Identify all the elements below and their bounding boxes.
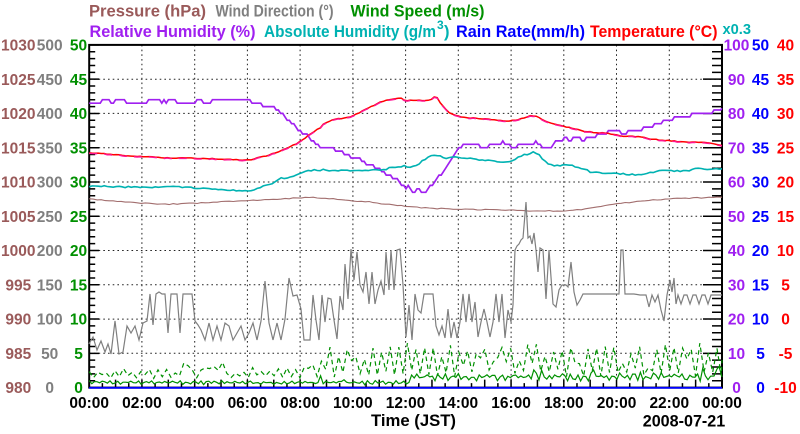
svg-text:45: 45	[752, 72, 770, 89]
svg-text:1015: 1015	[1, 140, 36, 157]
svg-text:20: 20	[777, 175, 794, 192]
svg-text:0: 0	[756, 380, 765, 397]
svg-text:Wind Direction (°): Wind Direction (°)	[216, 2, 334, 20]
svg-text:Relative Humidity (%): Relative Humidity (%)	[90, 23, 256, 41]
svg-text:20: 20	[728, 312, 745, 329]
svg-text:35: 35	[70, 140, 88, 157]
svg-text:0: 0	[732, 380, 741, 397]
svg-text:5: 5	[756, 346, 765, 363]
svg-text:50: 50	[70, 38, 87, 55]
svg-text:40: 40	[728, 243, 745, 260]
svg-text:1020: 1020	[1, 106, 35, 123]
svg-text:1010: 1010	[1, 175, 35, 192]
svg-text:10: 10	[728, 346, 745, 363]
svg-text:0: 0	[74, 380, 83, 397]
svg-text:5: 5	[781, 277, 790, 294]
svg-text:10: 10	[777, 243, 794, 260]
svg-text:500: 500	[37, 38, 63, 55]
svg-text:30: 30	[70, 175, 87, 192]
svg-text:Pressure (hPa): Pressure (hPa)	[89, 2, 206, 20]
svg-text:50: 50	[728, 209, 745, 226]
svg-text:00:00: 00:00	[69, 395, 109, 412]
svg-text:50: 50	[41, 346, 58, 363]
svg-text:980: 980	[5, 380, 31, 397]
svg-text:35: 35	[777, 72, 795, 89]
svg-text:08:00: 08:00	[280, 395, 320, 412]
svg-text:100: 100	[724, 38, 750, 55]
svg-text:1000: 1000	[1, 243, 35, 260]
svg-text:250: 250	[37, 209, 63, 226]
svg-text:Wind Speed (m/s): Wind Speed (m/s)	[351, 2, 485, 20]
svg-text:-5: -5	[779, 346, 793, 363]
svg-text:12:00: 12:00	[386, 395, 426, 412]
svg-text:100: 100	[37, 312, 63, 329]
svg-text:22:00: 22:00	[649, 395, 689, 412]
svg-text:45: 45	[70, 72, 88, 89]
svg-text:3: 3	[437, 18, 444, 32]
svg-text:300: 300	[37, 175, 63, 192]
svg-text:150: 150	[37, 277, 63, 294]
svg-text:90: 90	[728, 72, 745, 89]
svg-text:20:00: 20:00	[597, 395, 637, 412]
svg-text:40: 40	[70, 106, 87, 123]
svg-text:450: 450	[37, 72, 63, 89]
svg-text:02:00: 02:00	[122, 395, 162, 412]
svg-text:04:00: 04:00	[175, 395, 215, 412]
svg-text:Absolute Humidity (g/m: Absolute Humidity (g/m	[264, 23, 436, 41]
svg-text:x0.3: x0.3	[723, 21, 752, 38]
svg-text:10: 10	[752, 312, 769, 329]
svg-text:06:00: 06:00	[228, 395, 268, 412]
svg-text:60: 60	[728, 175, 745, 192]
svg-text:10: 10	[70, 312, 87, 329]
svg-text:00:00: 00:00	[702, 395, 742, 412]
svg-text:10:00: 10:00	[333, 395, 373, 412]
svg-text:1030: 1030	[1, 38, 35, 55]
svg-text:20: 20	[752, 243, 769, 260]
svg-text:25: 25	[752, 209, 770, 226]
svg-text:25: 25	[777, 140, 795, 157]
svg-text:1025: 1025	[1, 72, 36, 89]
svg-text:15: 15	[777, 209, 795, 226]
svg-text:30: 30	[777, 106, 794, 123]
svg-text:2008-07-21: 2008-07-21	[643, 413, 726, 431]
svg-text:30: 30	[752, 175, 769, 192]
svg-text:35: 35	[752, 140, 770, 157]
svg-text:990: 990	[5, 312, 31, 329]
svg-text:30: 30	[728, 277, 745, 294]
svg-text:Rain Rate(mm/h): Rain Rate(mm/h)	[456, 23, 585, 41]
svg-text:200: 200	[37, 243, 63, 260]
svg-text:25: 25	[70, 209, 88, 226]
svg-text:50: 50	[752, 38, 769, 55]
svg-text:): )	[444, 23, 450, 41]
svg-text:Time (JST): Time (JST)	[371, 411, 456, 430]
svg-text:350: 350	[37, 140, 63, 157]
svg-text:18:00: 18:00	[544, 395, 584, 412]
svg-text:1005: 1005	[1, 209, 36, 226]
svg-text:14:00: 14:00	[439, 395, 479, 412]
svg-text:80: 80	[728, 106, 745, 123]
svg-text:40: 40	[777, 38, 794, 55]
svg-text:0: 0	[45, 380, 54, 397]
svg-text:995: 995	[5, 277, 31, 294]
svg-text:-10: -10	[774, 380, 796, 397]
svg-text:985: 985	[5, 346, 31, 363]
svg-text:16:00: 16:00	[491, 395, 531, 412]
svg-text:20: 20	[70, 243, 87, 260]
svg-text:400: 400	[37, 106, 63, 123]
svg-text:40: 40	[752, 106, 769, 123]
svg-text:5: 5	[74, 346, 83, 363]
svg-text:Temperature (°C): Temperature (°C)	[590, 23, 718, 41]
svg-text:70: 70	[728, 140, 745, 157]
svg-text:15: 15	[70, 277, 88, 294]
svg-text:0: 0	[781, 312, 790, 329]
svg-text:15: 15	[752, 277, 770, 294]
